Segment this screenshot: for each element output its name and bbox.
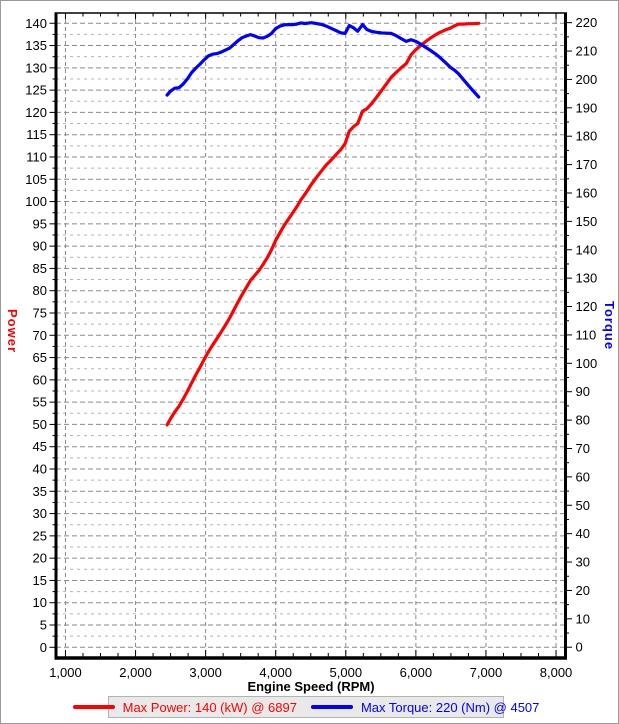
y-left-tick-label: 140 [25,16,47,31]
y-right-tick-label: 150 [576,214,598,229]
y-left-tick-label: 95 [33,216,47,231]
y-left-tick-label: 135 [25,38,47,53]
y-left-tick-label: 20 [33,551,47,566]
y-right-tick-label: 140 [576,242,598,257]
y-right-tick-label: 90 [576,384,590,399]
x-tick-label: 4,000 [259,665,292,680]
legend-label-max-power: Max Power: 140 (kW) @ 6897 [122,699,297,715]
y-right-tick-label: 30 [576,555,590,570]
y-right-tick-label: 130 [576,271,598,286]
x-tick-label: 2,000 [119,665,152,680]
y-right-tick-label: 10 [576,611,590,626]
y-right-tick-label: 50 [576,498,590,513]
y-right-tick-label: 110 [576,327,597,342]
y-left-tick-label: 35 [33,484,47,499]
y-right-tick-label: 60 [576,469,590,484]
right-axis-title-torque: Torque [602,301,617,351]
power-line-swatch [72,705,115,709]
y-left-tick-label: 115 [26,127,47,142]
y-right-tick-label: 220 [576,15,598,30]
y-left-tick-label: 80 [33,283,47,298]
y-right-tick-label: 20 [576,583,590,598]
y-left-tick-label: 65 [33,350,47,365]
x-tick-label: 7,000 [470,665,503,680]
legend-label-max-torque: Max Torque: 220 (Nm) @ 4507 [360,699,540,715]
y-left-tick-label: 50 [33,417,47,432]
y-left-tick-label: 5 [40,618,47,633]
y-right-tick-label: 160 [576,185,598,200]
y-right-tick-label: 200 [576,72,598,87]
y-left-tick-label: 60 [33,372,47,387]
torque-curve [165,21,481,99]
y-left-tick-label: 45 [33,439,47,454]
y-right-tick-label: 170 [576,157,598,172]
y-left-tick-label: 10 [33,595,47,610]
y-left-tick-label: 100 [25,194,47,209]
y-left-tick-label: 40 [33,462,47,477]
left-axis-title-power: Power [5,309,20,354]
x-tick-label: 5,000 [330,665,363,680]
y-left-tick-label: 0 [40,640,47,655]
y-left-tick-label: 105 [25,172,47,187]
y-left-tick-label: 125 [25,83,47,98]
legend-item-max-torque: Max Torque: 220 (Nm) @ 4507 [310,699,540,715]
y-right-tick-label: 190 [576,100,598,115]
y-right-tick-label: 0 [576,640,583,655]
y-left-tick-label: 90 [33,239,47,254]
y-right-tick-label: 70 [576,441,590,456]
y-left-tick-label: 25 [33,528,47,543]
y-left-tick-label: 55 [33,395,47,410]
torque-line-swatch [310,705,353,709]
y-left-tick-label: 110 [26,149,47,164]
y-right-tick-label: 40 [576,526,590,541]
x-tick-label: 3,000 [189,665,222,680]
y-left-tick-label: 15 [33,573,47,588]
legend-item-max-power: Max Power: 140 (kW) @ 6897 [72,699,297,715]
y-left-tick-label: 130 [25,60,47,75]
x-tick-label: 1,000 [49,665,82,680]
y-left-tick-label: 30 [33,506,47,521]
y-right-tick-label: 120 [576,299,598,314]
y-left-tick-label: 75 [33,305,47,320]
y-left-tick-label: 70 [33,328,47,343]
legend: Max Power: 140 (kW) @ 6897 Max Torque: 2… [72,696,539,718]
y-right-tick-label: 80 [576,413,590,428]
x-axis-title: Engine Speed (RPM) [247,679,375,694]
y-right-tick-label: 100 [576,356,598,371]
y-right-tick-label: 180 [576,129,598,144]
y-left-tick-label: 120 [25,105,47,120]
x-tick-label: 8,000 [540,665,573,680]
y-left-tick-label: 85 [33,261,47,276]
x-tick-label: 6,000 [400,665,433,680]
y-right-tick-label: 210 [576,44,598,59]
power-curve [165,21,481,427]
